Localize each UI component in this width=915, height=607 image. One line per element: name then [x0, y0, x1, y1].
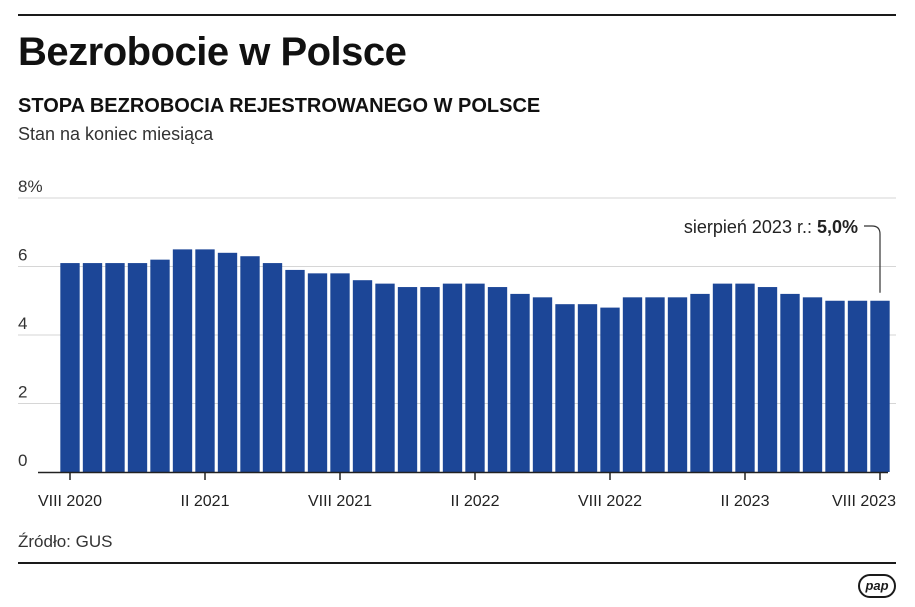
- bar: [307, 273, 328, 472]
- y-tick-label: 2: [18, 383, 27, 402]
- bar: [757, 287, 778, 472]
- x-tick-label: II 2021: [181, 493, 230, 510]
- pap-logo: pap: [858, 574, 896, 598]
- y-tick-label: 8%: [18, 177, 43, 196]
- bar: [105, 263, 125, 472]
- bar: [555, 304, 575, 472]
- bar: [577, 304, 598, 472]
- chart-note: Stan na koniec miesiąca: [18, 124, 214, 144]
- top-rule: [18, 14, 896, 16]
- y-axis-labels: 0 2 4 6 8%: [18, 177, 43, 470]
- bar: [667, 297, 688, 472]
- bar: [847, 300, 868, 472]
- x-tick-label: II 2023: [721, 493, 770, 510]
- bar: [82, 263, 103, 472]
- bar: [375, 283, 395, 472]
- x-tick-label: VIII 2020: [38, 493, 102, 510]
- bar: [217, 252, 238, 472]
- bar: [802, 297, 823, 472]
- bar: [712, 283, 733, 472]
- x-tick-label: II 2022: [451, 493, 500, 510]
- x-tick-label: VIII 2021: [308, 493, 372, 510]
- bar: [150, 259, 170, 472]
- x-axis-labels: VIII 2020 II 2021 VIII 2021 II 2022 VIII 202…: [38, 493, 896, 510]
- bar: [127, 263, 148, 472]
- bar: [645, 297, 665, 472]
- bar: [262, 263, 283, 472]
- annotation-label: sierpień 2023 r.: 5,0%: [684, 217, 858, 237]
- y-tick-label: 4: [18, 314, 27, 333]
- bar: [532, 297, 553, 472]
- annotation-leader-line: [864, 225, 881, 293]
- chart-title: Bezrobocie w Polsce: [18, 30, 407, 74]
- y-tick-label: 0: [18, 451, 27, 470]
- bar: [352, 280, 373, 472]
- bar: [825, 300, 845, 472]
- bar: [60, 263, 80, 472]
- annotation-text: sierpień 2023 r.:: [684, 217, 817, 237]
- bar: [487, 287, 508, 472]
- bar: [442, 283, 463, 472]
- source-note: Źródło: GUS: [18, 532, 113, 551]
- bar: [780, 293, 800, 472]
- bar: [195, 249, 215, 472]
- bars: [60, 249, 890, 472]
- bar: [240, 256, 260, 472]
- bar: [172, 249, 193, 472]
- annotation: sierpień 2023 r.: 5,0%: [684, 217, 881, 293]
- x-tick-label: VIII 2023: [832, 493, 896, 510]
- bar: [600, 307, 620, 472]
- bar: [690, 293, 710, 472]
- bar: [420, 287, 440, 472]
- bar: [510, 293, 530, 472]
- chart-subtitle: STOPA BEZROBOCIA REJESTROWANEGO W POLSCE: [18, 95, 541, 117]
- bar: [622, 297, 643, 472]
- annotation-value: 5,0%: [817, 217, 858, 237]
- bottom-rule: [18, 562, 896, 564]
- bar: [285, 269, 305, 472]
- bar: [735, 283, 755, 472]
- x-axis: [38, 471, 888, 480]
- y-tick-label: 6: [18, 246, 27, 265]
- bar: [465, 283, 485, 472]
- bar: [397, 287, 418, 472]
- bar: [870, 300, 890, 472]
- x-tick-label: VIII 2022: [578, 493, 642, 510]
- bar: [330, 273, 350, 472]
